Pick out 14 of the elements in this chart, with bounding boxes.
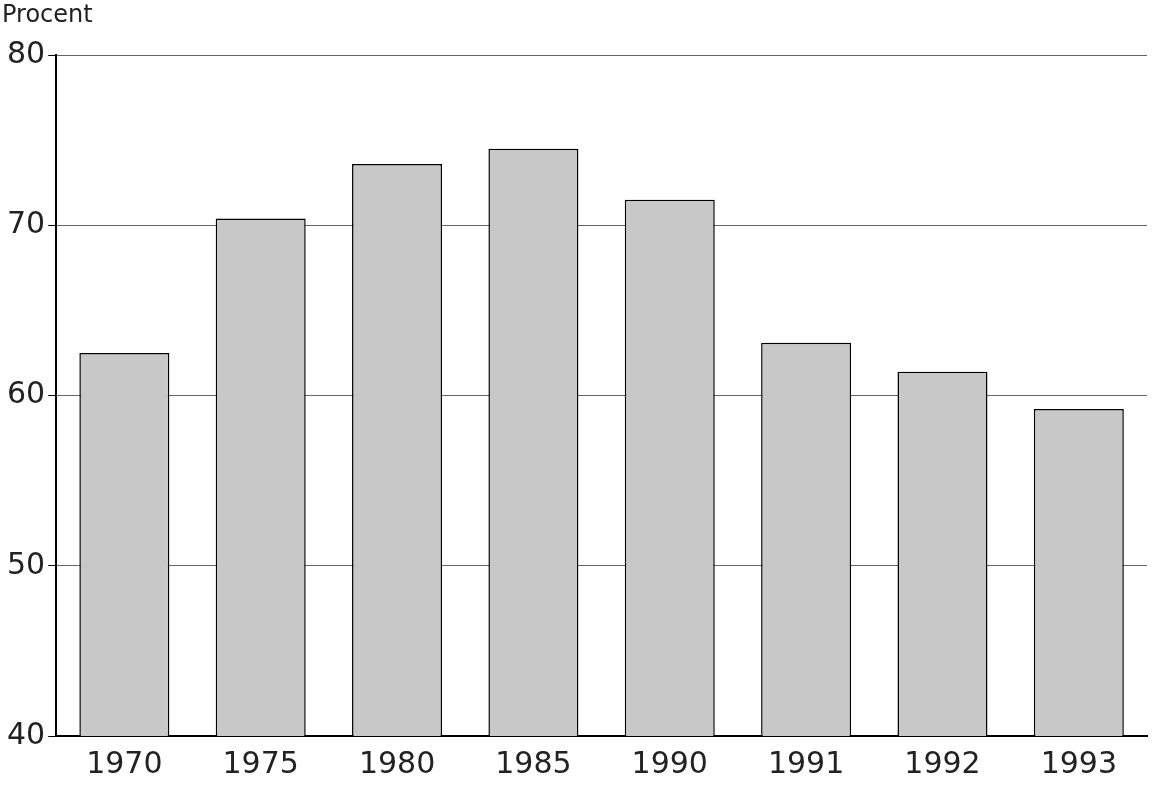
y-tick-label: 40: [6, 715, 46, 751]
x-tick-label: 1990: [631, 744, 708, 780]
y-tick-label: 60: [6, 375, 46, 411]
x-tick-label: 1985: [495, 744, 572, 780]
x-tick-label: 1993: [1040, 744, 1117, 780]
y-tick-label: 70: [6, 205, 46, 241]
x-tick-label: 1970: [86, 744, 163, 780]
x-tick-label: 1992: [904, 744, 981, 780]
x-tick-label: 1991: [767, 744, 845, 780]
y-tick-label: 50: [6, 545, 46, 581]
y-tick-label: 80: [6, 34, 46, 70]
y-axis-title: Procent: [2, 0, 93, 29]
x-tick-label: 1975: [222, 744, 299, 780]
x-tick-label: 1980: [358, 744, 436, 780]
